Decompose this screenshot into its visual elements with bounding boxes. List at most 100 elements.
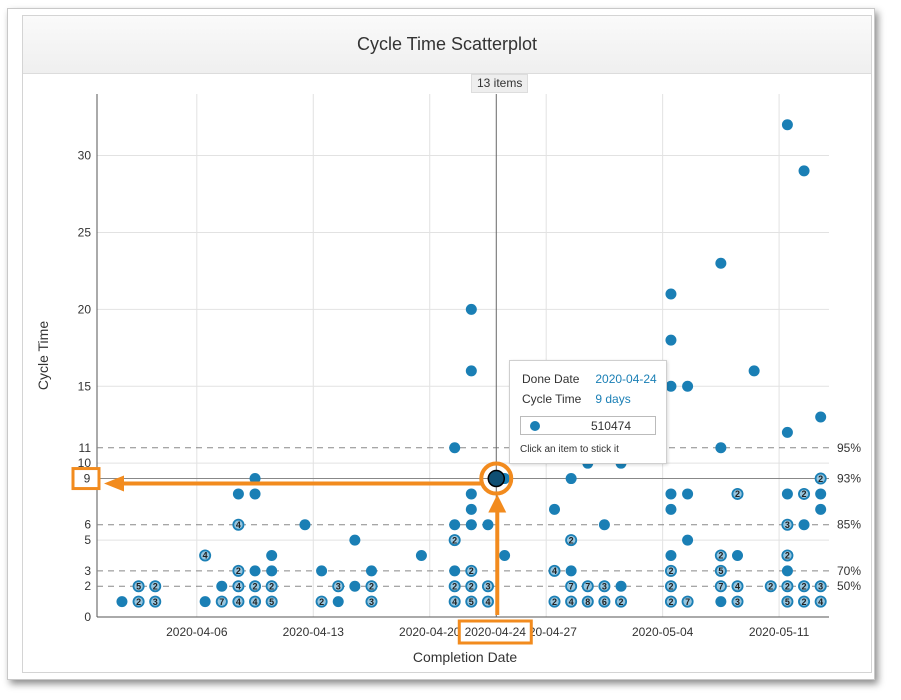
data-point-count: 7 xyxy=(569,581,574,591)
data-point xyxy=(465,303,477,315)
chart-title: Cycle Time Scatterplot xyxy=(23,16,871,74)
data-point-count: 2 xyxy=(668,581,673,591)
tooltip-item-link[interactable]: 510474 xyxy=(520,416,656,435)
tooltip-hint: Click an item to stick it xyxy=(520,444,619,455)
selected-point-ring xyxy=(479,461,514,496)
data-point-group-inner xyxy=(566,597,576,606)
data-point xyxy=(349,534,361,546)
data-point-count: 2 xyxy=(785,581,790,591)
data-point-group-inner xyxy=(799,582,809,591)
data-point-count: 2 xyxy=(452,581,457,591)
y-highlight-box xyxy=(71,467,101,491)
data-point-group-inner xyxy=(716,551,726,560)
data-point-group-inner xyxy=(467,582,476,591)
y-axis-title: Cycle Time xyxy=(35,321,51,390)
data-point xyxy=(682,488,694,500)
data-point-count: 2 xyxy=(802,581,807,591)
data-point-group-inner xyxy=(816,582,825,591)
data-point xyxy=(598,519,610,531)
data-point-group-inner xyxy=(450,597,459,606)
data-point-group-inner xyxy=(733,597,742,606)
data-point-group-inner xyxy=(367,597,376,606)
data-point xyxy=(815,411,827,423)
data-point-group-inner xyxy=(733,582,742,591)
data-point-count: 2 xyxy=(802,489,807,499)
data-point-group-inner xyxy=(783,582,792,591)
data-point-count: 3 xyxy=(336,581,341,591)
data-point xyxy=(299,519,311,531)
y-tick-label: 3 xyxy=(84,564,91,578)
data-point-count: 3 xyxy=(818,581,823,591)
data-point xyxy=(465,365,477,377)
data-point-count: 4 xyxy=(569,597,574,607)
data-point xyxy=(249,488,261,500)
data-point-group-inner xyxy=(583,597,592,606)
data-point-count: 6 xyxy=(602,597,607,607)
data-point-count: 2 xyxy=(802,597,807,607)
data-point-count: 4 xyxy=(818,597,823,607)
data-point xyxy=(116,596,128,608)
data-point-count: 2 xyxy=(319,597,324,607)
y-tick-label: 11 xyxy=(79,441,92,455)
screenshot-frame: Cycle Time Scatterplot xyxy=(7,8,875,680)
data-point-group-inner xyxy=(616,597,626,606)
data-point xyxy=(715,596,727,608)
data-point-group-inner xyxy=(816,597,825,606)
data-point-group-inner xyxy=(483,597,493,606)
data-point-group-inner xyxy=(666,582,676,591)
data-point xyxy=(549,503,560,515)
tooltip-done-date-key: Done Date xyxy=(522,372,580,386)
data-point xyxy=(449,565,461,577)
item-tooltip: Done Date 2020-04-24 Cycle Time 9 days 5… xyxy=(509,360,667,464)
data-point-count: 2 xyxy=(619,597,624,607)
y-tick-label: 5 xyxy=(84,533,91,547)
data-point-group-inner xyxy=(200,551,210,560)
data-point-count: 4 xyxy=(253,597,258,607)
chart-panel: Cycle Time Scatterplot xyxy=(22,15,872,673)
data-point-count: 4 xyxy=(452,597,457,607)
data-point-group-inner xyxy=(799,597,809,606)
data-point-count: 7 xyxy=(219,597,224,607)
data-point-group-inner xyxy=(267,597,276,606)
data-point-count: 4 xyxy=(485,597,490,607)
data-point xyxy=(781,565,793,577)
data-point-count: 2 xyxy=(253,581,258,591)
data-point-group-inner xyxy=(783,520,792,529)
data-point-count: 2 xyxy=(136,597,141,607)
data-point-group-inner xyxy=(234,597,243,606)
data-point-count: 7 xyxy=(718,581,723,591)
data-point-count: 4 xyxy=(203,551,208,561)
data-point xyxy=(449,442,461,454)
data-point xyxy=(232,488,244,500)
data-point-count: 2 xyxy=(469,581,474,591)
data-point-group-inner xyxy=(666,597,676,606)
data-point-count: 4 xyxy=(735,581,740,591)
data-point-group-inner xyxy=(799,489,809,499)
tooltip-cycle-time-row: Cycle Time 9 days xyxy=(522,392,631,406)
data-point xyxy=(366,565,377,577)
data-point-group-inner xyxy=(250,597,260,606)
data-point xyxy=(565,565,577,577)
x-tick-label: 2020-05-11 xyxy=(749,625,810,639)
x-tick-label: 2020-04-20 xyxy=(399,625,461,639)
data-point-count: 5 xyxy=(269,597,274,607)
y-tick-label: 20 xyxy=(78,302,92,316)
data-point xyxy=(499,549,511,561)
tooltip-done-date-value: 2020-04-24 xyxy=(595,372,657,386)
percentile-label: 85% xyxy=(837,518,861,532)
data-point-group-inner xyxy=(217,597,226,606)
data-point-group-inner xyxy=(450,535,459,545)
data-point xyxy=(715,257,727,269)
data-point-group-inner xyxy=(683,597,692,606)
data-point xyxy=(665,503,677,515)
data-point xyxy=(216,580,228,592)
percentile-label: 70% xyxy=(837,564,861,578)
data-point xyxy=(465,488,477,500)
data-point xyxy=(615,580,627,592)
data-point-group-inner xyxy=(566,535,576,545)
data-point xyxy=(665,488,677,500)
data-point-count: 8 xyxy=(585,597,590,607)
item-count-label: 13 items xyxy=(471,74,529,93)
data-point-group-inner xyxy=(467,566,476,576)
data-point-count: 4 xyxy=(236,520,241,530)
